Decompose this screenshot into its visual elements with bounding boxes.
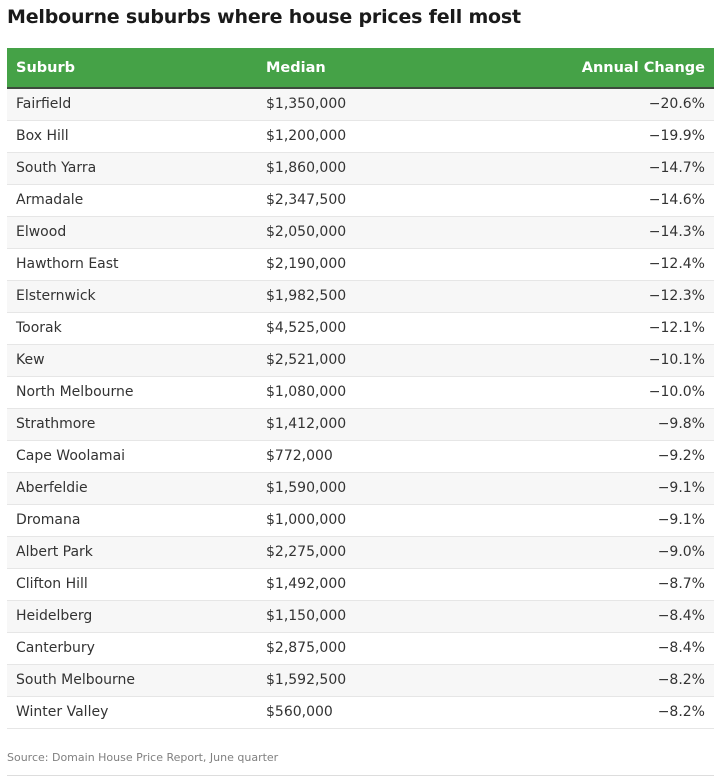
cell-median: $1,200,000 xyxy=(257,120,507,153)
cell-median: $1,860,000 xyxy=(257,152,507,185)
table-row: Elsternwick $1,982,500 −12.3% xyxy=(7,280,714,313)
cell-suburb: Toorak xyxy=(7,312,257,345)
cell-median: $4,525,000 xyxy=(257,312,507,345)
cell-median: $1,000,000 xyxy=(257,504,507,537)
cell-annual-change: −19.9% xyxy=(507,120,714,153)
cell-suburb: Elwood xyxy=(7,216,257,249)
table-row: Aberfeldie $1,590,000 −9.1% xyxy=(7,472,714,505)
cell-annual-change: −10.1% xyxy=(507,344,714,377)
cell-annual-change: −8.2% xyxy=(507,664,714,697)
table-row: Armadale $2,347,500 −14.6% xyxy=(7,184,714,217)
cell-annual-change: −14.6% xyxy=(507,184,714,217)
cell-suburb: Strathmore xyxy=(7,408,257,441)
cell-median: $1,492,000 xyxy=(257,568,507,601)
table-row: South Melbourne $1,592,500 −8.2% xyxy=(7,664,714,697)
cell-annual-change: −14.7% xyxy=(507,152,714,185)
table-row: South Yarra $1,860,000 −14.7% xyxy=(7,152,714,185)
cell-suburb: Fairfield xyxy=(7,88,257,121)
cell-annual-change: −9.8% xyxy=(507,408,714,441)
table-row: Kew $2,521,000 −10.1% xyxy=(7,344,714,377)
cell-annual-change: −10.0% xyxy=(507,376,714,409)
table-header: Suburb Median Annual Change xyxy=(7,48,714,88)
cell-suburb: Box Hill xyxy=(7,120,257,153)
cell-suburb: Canterbury xyxy=(7,632,257,665)
cell-median: $2,875,000 xyxy=(257,632,507,665)
cell-annual-change: −8.4% xyxy=(507,600,714,633)
cell-suburb: Winter Valley xyxy=(7,696,257,729)
source-note: Source: Domain House Price Report, June … xyxy=(7,751,279,764)
table-row: Elwood $2,050,000 −14.3% xyxy=(7,216,714,249)
table-row: Canterbury $2,875,000 −8.4% xyxy=(7,632,714,665)
cell-annual-change: −12.1% xyxy=(507,312,714,345)
column-header-suburb: Suburb xyxy=(16,59,75,76)
bottom-divider xyxy=(7,775,714,776)
cell-median: $2,521,000 xyxy=(257,344,507,377)
cell-suburb: South Yarra xyxy=(7,152,257,185)
column-header-annual-change: Annual Change xyxy=(581,59,705,76)
table-row: Hawthorn East $2,190,000 −12.4% xyxy=(7,248,714,281)
cell-suburb: Heidelberg xyxy=(7,600,257,633)
cell-annual-change: −12.4% xyxy=(507,248,714,281)
cell-annual-change: −9.0% xyxy=(507,536,714,569)
cell-median: $560,000 xyxy=(257,696,507,729)
cell-median: $2,347,500 xyxy=(257,184,507,217)
cell-annual-change: −9.1% xyxy=(507,504,714,537)
table-row: Winter Valley $560,000 −8.2% xyxy=(7,696,714,729)
price-table: Suburb Median Annual Change Fairfield $1,… xyxy=(7,48,714,729)
cell-annual-change: −12.3% xyxy=(507,280,714,313)
cell-median: $1,150,000 xyxy=(257,600,507,633)
table-row: Dromana $1,000,000 −9.1% xyxy=(7,504,714,537)
cell-annual-change: −14.3% xyxy=(507,216,714,249)
cell-annual-change: −9.2% xyxy=(507,440,714,473)
table-row: North Melbourne $1,080,000 −10.0% xyxy=(7,376,714,409)
cell-median: $2,050,000 xyxy=(257,216,507,249)
cell-median: $1,982,500 xyxy=(257,280,507,313)
cell-suburb: Aberfeldie xyxy=(7,472,257,505)
cell-suburb: Clifton Hill xyxy=(7,568,257,601)
cell-annual-change: −8.4% xyxy=(507,632,714,665)
cell-suburb: Kew xyxy=(7,344,257,377)
table-row: Fairfield $1,350,000 −20.6% xyxy=(7,88,714,121)
cell-annual-change: −20.6% xyxy=(507,88,714,121)
cell-suburb: Cape Woolamai xyxy=(7,440,257,473)
cell-suburb: Elsternwick xyxy=(7,280,257,313)
table-row: Heidelberg $1,150,000 −8.4% xyxy=(7,600,714,633)
cell-suburb: North Melbourne xyxy=(7,376,257,409)
table-row: Box Hill $1,200,000 −19.9% xyxy=(7,120,714,153)
table-row: Cape Woolamai $772,000 −9.2% xyxy=(7,440,714,473)
cell-annual-change: −8.2% xyxy=(507,696,714,729)
table-row: Strathmore $1,412,000 −9.8% xyxy=(7,408,714,441)
cell-median: $1,080,000 xyxy=(257,376,507,409)
cell-suburb: Armadale xyxy=(7,184,257,217)
cell-median: $1,412,000 xyxy=(257,408,507,441)
cell-median: $2,275,000 xyxy=(257,536,507,569)
cell-median: $772,000 xyxy=(257,440,507,473)
chart-title: Melbourne suburbs where house prices fel… xyxy=(7,6,521,28)
cell-suburb: Dromana xyxy=(7,504,257,537)
cell-annual-change: −9.1% xyxy=(507,472,714,505)
column-header-median: Median xyxy=(266,59,326,76)
cell-median: $1,350,000 xyxy=(257,88,507,121)
cell-suburb: Albert Park xyxy=(7,536,257,569)
table-row: Albert Park $2,275,000 −9.0% xyxy=(7,536,714,569)
table-row: Clifton Hill $1,492,000 −8.7% xyxy=(7,568,714,601)
table-body: Fairfield $1,350,000 −20.6% Box Hill $1,200,… xyxy=(7,88,714,729)
cell-median: $1,590,000 xyxy=(257,472,507,505)
cell-median: $2,190,000 xyxy=(257,248,507,281)
cell-median: $1,592,500 xyxy=(257,664,507,697)
table-row: Toorak $4,525,000 −12.1% xyxy=(7,312,714,345)
header-row: Suburb Median Annual Change xyxy=(7,48,714,88)
cell-suburb: South Melbourne xyxy=(7,664,257,697)
cell-suburb: Hawthorn East xyxy=(7,248,257,281)
cell-annual-change: −8.7% xyxy=(507,568,714,601)
